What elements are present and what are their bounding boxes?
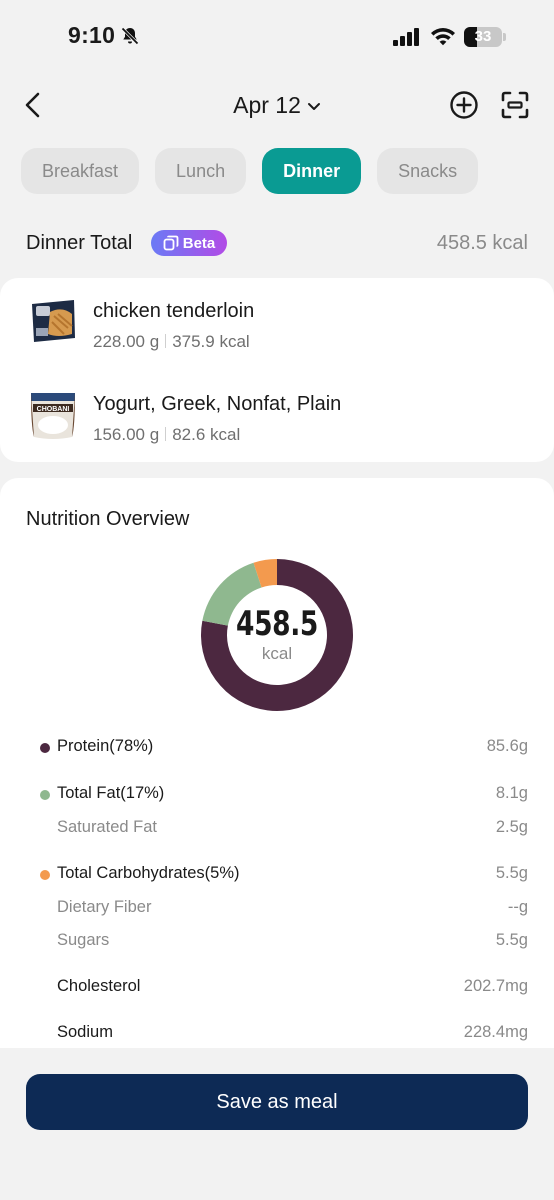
battery-fill xyxy=(464,27,477,47)
nutrient-value: 8.1g xyxy=(495,784,528,802)
food-kcal: 82.6 kcal xyxy=(172,425,241,444)
yogurt-cup-image: CHOBANI xyxy=(31,393,75,439)
food-weight: 156.00 g xyxy=(93,425,160,444)
nutrient-value: 85.6g xyxy=(486,737,528,755)
scan-icon[interactable] xyxy=(501,91,529,119)
nutrient-row-saturated-fat: Saturated Fat 2.5g xyxy=(40,818,528,842)
nutrient-label: Saturated Fat xyxy=(57,818,157,836)
donut-kcal-unit: kcal xyxy=(261,644,293,663)
add-circle-icon[interactable] xyxy=(449,90,479,120)
nutrient-value: 2.5g xyxy=(495,818,528,836)
food-list: chicken tenderloin 228.00 g 375.9 kcal CH… xyxy=(0,278,554,462)
tab-breakfast[interactable]: Breakfast xyxy=(21,148,140,194)
carbs-slice xyxy=(253,559,277,588)
fat-legend-dot xyxy=(40,790,50,800)
tab-dinner[interactable]: Dinner xyxy=(262,148,362,194)
meal-total-value: 458.5 kcal xyxy=(436,232,528,254)
beta-badge-label: Beta xyxy=(182,234,216,252)
bell-muted-icon xyxy=(121,27,139,45)
divider xyxy=(165,427,167,441)
nutrient-label: Sodium xyxy=(57,1023,113,1041)
fat-slice xyxy=(202,562,262,626)
battery-percentage: 33 xyxy=(474,28,492,45)
wifi-icon xyxy=(431,28,455,46)
food-meta: 156.00 g 82.6 kcal xyxy=(93,425,240,445)
nutrition-title: Nutrition Overview xyxy=(26,508,190,530)
food-weight: 228.00 g xyxy=(93,332,160,351)
meal-total-label: Dinner Total xyxy=(26,232,133,254)
nutrient-row-cholesterol: Cholesterol 202.7mg xyxy=(40,977,528,1001)
svg-text:CHOBANI: CHOBANI xyxy=(37,406,70,413)
list-item[interactable]: chicken tenderloin 228.00 g 375.9 kcal xyxy=(0,282,554,362)
list-item[interactable]: CHOBANI Yogurt, Greek, Nonfat, Plain 156… xyxy=(0,375,554,455)
signal-icon xyxy=(393,28,419,46)
date-label: Apr 12 xyxy=(233,92,301,118)
nutrient-label: Protein(78%) xyxy=(57,737,154,755)
meal-tabs: Breakfast Lunch Dinner Snacks xyxy=(21,148,479,194)
nutrient-value: 202.7mg xyxy=(463,977,528,995)
nutrient-row-fiber: Dietary Fiber --g xyxy=(40,898,528,922)
food-name: Yogurt, Greek, Nonfat, Plain xyxy=(93,393,342,415)
back-arrow-icon[interactable] xyxy=(22,92,44,118)
header: Apr 12 xyxy=(0,80,554,130)
battery-cap xyxy=(503,33,506,41)
tab-lunch[interactable]: Lunch xyxy=(155,148,247,194)
nutrient-label: Total Fat(17%) xyxy=(57,784,165,802)
nutrient-row-protein: Protein(78%) 85.6g xyxy=(40,737,528,761)
chicken-package-image xyxy=(32,300,75,342)
nutrient-label: Sugars xyxy=(57,931,110,949)
nutrient-row-carbs: Total Carbohydrates(5%) 5.5g xyxy=(40,864,528,888)
protein-legend-dot xyxy=(40,743,50,753)
nutrient-value: 5.5g xyxy=(495,864,528,882)
nutrient-label: Cholesterol xyxy=(57,977,141,995)
copy-icon xyxy=(163,235,179,251)
carbs-legend-dot xyxy=(40,870,50,880)
meal-total-row: Dinner Total Beta 458.5 kcal xyxy=(26,226,528,260)
nutrient-row-sugars: Sugars 5.5g xyxy=(40,931,528,955)
status-time: 9:10 xyxy=(68,22,116,48)
chevron-down-icon xyxy=(307,102,320,110)
tab-snacks[interactable]: Snacks xyxy=(377,148,479,194)
nutrition-overview: Nutrition Overview 458.5 kcal Protein(78… xyxy=(0,478,554,1048)
nutrient-value: 228.4mg xyxy=(463,1023,528,1041)
nutrient-label: Total Carbohydrates(5%) xyxy=(57,864,240,882)
food-name: chicken tenderloin xyxy=(93,300,255,322)
status-bar: 9:10 33 xyxy=(0,0,554,72)
nutrient-row-sodium: Sodium 228.4mg xyxy=(40,1023,528,1047)
battery-indicator: 33 xyxy=(464,27,502,47)
divider xyxy=(165,334,167,348)
donut-kcal-value: 458.5 xyxy=(236,604,318,644)
date-selector[interactable]: Apr 12 xyxy=(0,92,554,119)
save-as-meal-button[interactable]: Save as meal xyxy=(26,1074,528,1130)
nutrient-label: Dietary Fiber xyxy=(57,898,152,916)
nutrient-row-fat: Total Fat(17%) 8.1g xyxy=(40,784,528,808)
beta-badge[interactable]: Beta xyxy=(151,230,227,256)
nutrient-value: --g xyxy=(507,898,528,916)
protein-slice xyxy=(201,559,353,711)
food-meta: 228.00 g 375.9 kcal xyxy=(93,332,250,352)
food-kcal: 375.9 kcal xyxy=(172,332,250,351)
nutrient-value: 5.5g xyxy=(495,931,528,949)
macro-donut-chart xyxy=(201,559,353,711)
